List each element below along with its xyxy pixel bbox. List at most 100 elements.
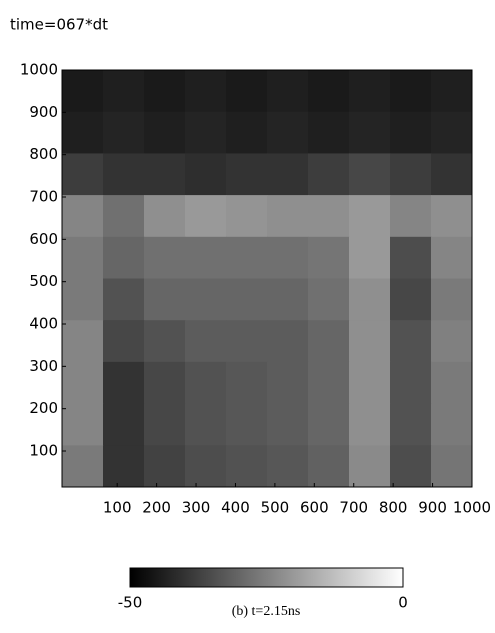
y-tick-label: 900 [29,103,58,121]
y-tick-label: 400 [29,315,58,333]
x-tick-label: 900 [418,499,447,517]
x-tick-label: 400 [221,499,250,517]
heatmap-cell [349,361,391,405]
heatmap-cell [185,403,227,446]
heatmap-cell [431,445,473,488]
heatmap-cell [226,403,268,446]
heatmap-cell [349,320,391,363]
heatmap-cell [390,111,432,154]
heatmap-cell [431,320,473,363]
x-tick-label: 200 [142,499,171,517]
heatmap-cell [226,153,268,196]
heatmap-cell [62,320,104,363]
heatmap-cell [103,320,145,363]
y-tick-label: 100 [29,442,58,460]
heatmap-cell [103,195,145,238]
heatmap-cell [390,445,432,488]
y-tick-label: 700 [29,188,58,206]
heatmap-cell [349,153,391,196]
heatmap-cell [308,153,350,196]
heatmap-cell [62,445,104,488]
heatmap-cell [103,236,145,279]
heatmap-cell [431,403,473,446]
heatmap-cell [62,195,104,238]
heatmap-cell [390,361,432,405]
heatmap-cell [431,195,473,238]
heatmap-cell [103,70,145,113]
colorbar [129,567,404,588]
heatmap-cell [144,278,186,321]
heatmap-cell [308,195,350,238]
heatmap-cell [267,403,309,446]
heatmap-cell [308,445,350,488]
x-tick-label: 700 [339,499,368,517]
heatmap-cell [390,195,432,238]
heatmap-cell [226,445,268,488]
heatmap-cell [185,70,227,113]
heatmap-cell [267,195,309,238]
y-tick-label: 500 [29,272,58,290]
heatmap-cell [226,278,268,321]
heatmap-cell [185,195,227,238]
heatmap-cell [308,320,350,363]
heatmap-cell [62,361,104,405]
heatmap-cell [308,403,350,446]
heatmap-cell [431,111,473,154]
heatmap-cell [267,320,309,363]
x-tick-label: 500 [261,499,290,517]
heatmap-cell [103,111,145,154]
x-tick-label: 1000 [453,499,491,517]
heatmap-cell [349,236,391,279]
y-tick-label: 600 [29,230,58,248]
heatmap-cell [431,70,473,113]
heatmap-cell [103,278,145,321]
heatmap-cell [390,278,432,321]
heatmap-cell [185,278,227,321]
heatmap-cell [431,153,473,196]
heatmap-cell [349,403,391,446]
chart-title: time=067*dt [10,16,108,34]
heatmap-cell [144,153,186,196]
heatmap-cell [144,70,186,113]
heatmap-cell [144,195,186,238]
colorbar-tick-label: 0 [398,594,408,612]
heatmap-cell [390,153,432,196]
heatmap-cell [349,111,391,154]
y-tick-label: 300 [29,357,58,375]
heatmap-cell [308,361,350,405]
y-tick-label: 1000 [20,61,58,79]
heatmap-cell [431,236,473,279]
plot-frame [61,69,473,488]
heatmap-cell [226,361,268,405]
x-tick-label: 100 [103,499,132,517]
heatmap-cell [390,403,432,446]
heatmap-cell [267,236,309,279]
heatmap-cell [185,236,227,279]
heatmap-cell [349,278,391,321]
heatmap-cell [267,278,309,321]
heatmap-cell [267,111,309,154]
heatmap-cell [267,445,309,488]
heatmap-cell [144,403,186,446]
heatmap-cell [267,153,309,196]
heatmap-cell [431,361,473,405]
heatmap-cell [349,445,391,488]
heatmap-cell [308,236,350,279]
heatmap-cell [103,361,145,405]
heatmap-cell [308,70,350,113]
heatmap-cell [185,445,227,488]
heatmap-cell [390,236,432,279]
heatmap-cell [144,361,186,405]
x-tick-label: 600 [300,499,329,517]
heatmap-cell [144,445,186,488]
heatmap-cell [185,361,227,405]
y-tick-label: 800 [29,145,58,163]
heatmap-cell [62,111,104,154]
heatmap-cell [267,70,309,113]
x-tick-label: 300 [182,499,211,517]
heatmap-cell [62,278,104,321]
heatmap-cell [62,153,104,196]
heatmap-cell [226,70,268,113]
heatmap-cell [390,70,432,113]
heatmap-cell [349,195,391,238]
